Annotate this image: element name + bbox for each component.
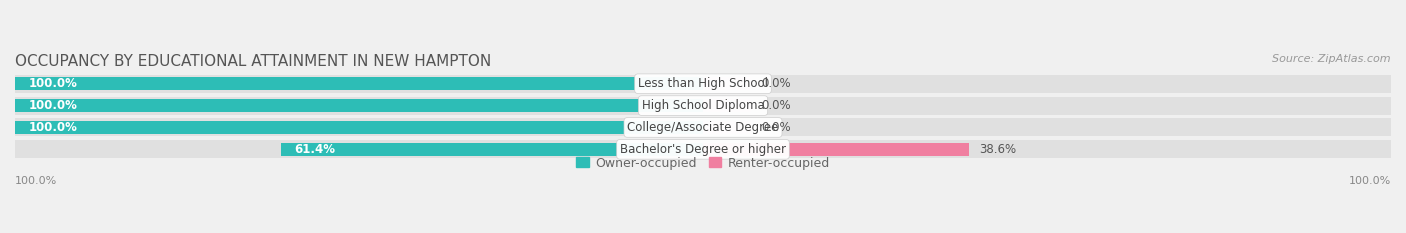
Text: 100.0%: 100.0% (28, 99, 77, 112)
Text: Less than High School: Less than High School (638, 77, 768, 90)
Legend: Owner-occupied, Renter-occupied: Owner-occupied, Renter-occupied (571, 152, 835, 175)
Text: 100.0%: 100.0% (15, 176, 58, 186)
Bar (15, 97, 1391, 115)
Bar (15, 121, 703, 134)
Text: 61.4%: 61.4% (294, 143, 335, 156)
Bar (703, 99, 751, 112)
Bar (15, 77, 703, 90)
Bar (703, 121, 751, 134)
Text: 0.0%: 0.0% (762, 99, 792, 112)
Text: 100.0%: 100.0% (1348, 176, 1391, 186)
Bar (15, 75, 1391, 93)
Text: Source: ZipAtlas.com: Source: ZipAtlas.com (1272, 54, 1391, 64)
Text: 100.0%: 100.0% (28, 121, 77, 134)
Bar (281, 143, 703, 156)
Bar (15, 99, 703, 112)
Bar (703, 77, 751, 90)
Text: 0.0%: 0.0% (762, 77, 792, 90)
Text: Bachelor's Degree or higher: Bachelor's Degree or higher (620, 143, 786, 156)
Text: 0.0%: 0.0% (762, 121, 792, 134)
Text: High School Diploma: High School Diploma (641, 99, 765, 112)
Bar (703, 143, 969, 156)
Bar (15, 140, 1391, 158)
Text: 100.0%: 100.0% (28, 77, 77, 90)
Text: College/Associate Degree: College/Associate Degree (627, 121, 779, 134)
Text: 38.6%: 38.6% (979, 143, 1017, 156)
Text: OCCUPANCY BY EDUCATIONAL ATTAINMENT IN NEW HAMPTON: OCCUPANCY BY EDUCATIONAL ATTAINMENT IN N… (15, 54, 491, 69)
Bar (15, 119, 1391, 137)
